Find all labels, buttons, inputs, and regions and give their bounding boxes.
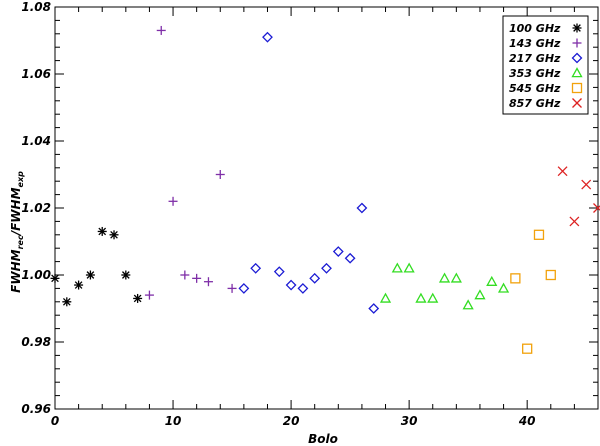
- point-143-ghz: [156, 25, 166, 35]
- x-axis-label: Bolo: [308, 432, 338, 446]
- point-143-ghz: [215, 170, 225, 179]
- point-100-ghz: [109, 230, 119, 240]
- point-100-ghz: [50, 273, 60, 283]
- point-353-ghz: [403, 262, 415, 273]
- legend-marker-857-ghz: [572, 98, 582, 108]
- x-tick-label: 20: [283, 414, 300, 428]
- point-217-ghz: [368, 303, 380, 314]
- legend-marker-353-ghz: [571, 67, 583, 78]
- legend-marker-143-ghz: [572, 38, 582, 48]
- legend-label-545-ghz: 545 GHz: [509, 82, 561, 95]
- point-217-ghz: [297, 282, 309, 294]
- legend-marker-217-ghz: [571, 52, 583, 64]
- y-tick-label: 1.08: [21, 0, 51, 14]
- point-353-ghz: [497, 282, 510, 293]
- point-217-ghz: [356, 202, 368, 214]
- point-353-ghz: [438, 272, 451, 283]
- point-545-ghz: [522, 343, 533, 354]
- point-217-ghz: [321, 262, 332, 274]
- point-217-ghz: [250, 262, 262, 274]
- y-axis-label-slash: /FWHM: [9, 187, 23, 237]
- point-353-ghz: [427, 292, 439, 303]
- tick-labels: 0 10 20 30 40 0.96 0.98 1.00 1.02 1.04 1.06 1.08: [21, 0, 535, 428]
- point-100-ghz: [121, 270, 131, 280]
- y-axis-label-sub-rec: rec: [16, 235, 25, 249]
- y-axis-label-main: FWHM: [9, 249, 23, 292]
- data-points: [50, 25, 600, 354]
- y-axis-label: FWHMrec/FWHMexp: [9, 171, 25, 293]
- point-217-ghz: [344, 252, 356, 264]
- point-100-ghz: [74, 280, 84, 290]
- point-143-ghz: [203, 277, 213, 287]
- y-tick-label: 0.98: [21, 335, 51, 349]
- x-tick-label: 30: [401, 414, 418, 428]
- legend-label-143-ghz: 143 GHz: [509, 37, 561, 50]
- point-353-ghz: [379, 292, 392, 303]
- point-143-ghz: [180, 270, 190, 280]
- point-217-ghz: [309, 272, 321, 284]
- point-857-ghz: [593, 203, 600, 213]
- point-217-ghz: [238, 282, 250, 294]
- point-143-ghz: [192, 273, 202, 283]
- point-857-ghz: [569, 216, 580, 227]
- point-353-ghz: [486, 275, 498, 286]
- point-353-ghz: [462, 299, 474, 310]
- point-100-ghz: [133, 293, 143, 303]
- point-100-ghz: [62, 297, 72, 307]
- y-axis-label-sub-exp: exp: [16, 171, 25, 188]
- point-545-ghz: [510, 273, 521, 284]
- legend-marker-545-ghz: [571, 82, 583, 94]
- x-tick-label: 0: [51, 414, 59, 428]
- x-tick-label: 10: [165, 414, 182, 428]
- point-353-ghz: [415, 292, 427, 303]
- point-545-ghz: [545, 269, 556, 281]
- legend-label-857-ghz: 857 GHz: [509, 97, 561, 110]
- y-tick-label: 1.04: [21, 134, 51, 148]
- legend-box: [502, 15, 589, 115]
- legend-label-100-ghz: 100 GHz: [509, 22, 561, 35]
- y-tick-label: 1.00: [21, 268, 51, 282]
- legend-marker-100-ghz: [572, 23, 582, 33]
- legend-label-353-ghz: 353 GHz: [509, 67, 561, 80]
- point-217-ghz: [332, 246, 344, 257]
- point-217-ghz: [285, 279, 297, 291]
- point-100-ghz: [85, 270, 95, 280]
- point-143-ghz: [227, 283, 237, 293]
- legend: 100 GHz 143 GHz 217 GHz 353 GHz 545 GHz 857 G…: [502, 15, 589, 115]
- point-143-ghz: [144, 290, 154, 300]
- legend-label-217-ghz: 217 GHz: [509, 52, 561, 65]
- point-217-ghz: [273, 266, 285, 278]
- point-545-ghz: [533, 229, 545, 240]
- point-857-ghz: [581, 179, 592, 190]
- x-tick-label: 40: [518, 414, 536, 428]
- point-143-ghz: [168, 196, 178, 206]
- axis-ticks: [54, 6, 599, 410]
- y-tick-label: 0.96: [21, 402, 51, 416]
- point-217-ghz: [262, 31, 273, 43]
- y-tick-label: 1.02: [21, 201, 51, 215]
- point-353-ghz: [450, 272, 462, 283]
- point-100-ghz: [97, 226, 107, 236]
- point-353-ghz: [474, 289, 486, 300]
- point-857-ghz: [557, 166, 568, 177]
- point-353-ghz: [391, 262, 403, 273]
- y-tick-label: 1.06: [21, 67, 51, 81]
